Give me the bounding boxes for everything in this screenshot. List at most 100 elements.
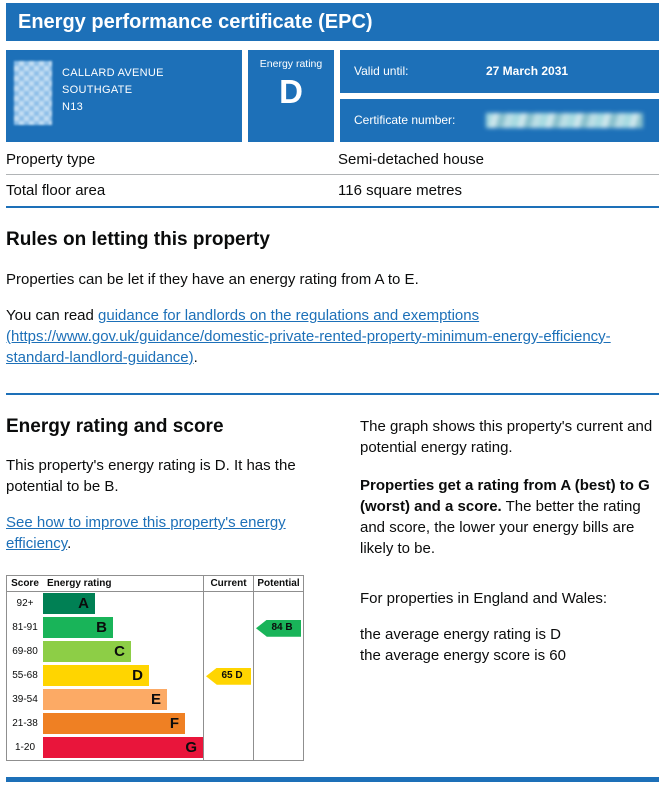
improve-link-paragraph: See how to improve this property's energ… bbox=[6, 512, 344, 554]
band-score-range: 55-68 bbox=[12, 670, 38, 682]
band-letter: E bbox=[150, 691, 161, 709]
landlord-guidance-link[interactable]: guidance for landlords on the regulation… bbox=[6, 306, 611, 366]
energy-rating-label: Energy rating bbox=[259, 58, 323, 70]
band-bar: E bbox=[43, 689, 167, 711]
band-score-range: 1-20 bbox=[14, 742, 35, 754]
energy-rating-summary: This property's energy rating is D. It h… bbox=[6, 457, 296, 496]
epc-band-row: 39-54 E bbox=[7, 688, 303, 713]
section-divider bbox=[6, 392, 659, 395]
energy-section-right-column: The graph shows this property's current … bbox=[360, 395, 659, 762]
col-header-score: Score bbox=[11, 577, 39, 589]
epc-chart-rows: 92+ A 81-91 B 84 B 69-80 C 55-68 D 65 D 39-54 E 21-3… bbox=[7, 592, 303, 761]
guidance-link-prefix: You can read bbox=[6, 306, 99, 324]
rules-intro: Properties can be let if they have an en… bbox=[6, 270, 419, 288]
epc-chart-header: Score Energy rating Current Potential bbox=[7, 576, 303, 593]
valid-until-date: 27 March 2031 bbox=[486, 64, 569, 79]
energy-section-left-column: Energy rating and score This property's … bbox=[6, 395, 360, 762]
energy-rating-box: Energy rating D bbox=[248, 50, 334, 142]
epc-chart: Score Energy rating Current Potential 92… bbox=[6, 575, 304, 762]
property-type-label: Property type bbox=[6, 150, 96, 168]
band-bar: A bbox=[43, 593, 95, 615]
potential-cell bbox=[253, 640, 303, 665]
band-letter: D bbox=[132, 667, 143, 685]
current-cell bbox=[203, 616, 253, 641]
epc-band-row: 81-91 B 84 B bbox=[7, 616, 303, 641]
energy-rating-section: Energy rating and score This property's … bbox=[6, 395, 659, 764]
band-bar-cell: A bbox=[43, 592, 203, 616]
guidance-link-suffix: . bbox=[193, 348, 198, 366]
current-cell bbox=[203, 592, 253, 617]
address-line-2: SOUTHGATE bbox=[62, 84, 133, 97]
potential-cell bbox=[253, 712, 303, 737]
address-line-1: CALLARD AVENUE bbox=[62, 67, 164, 79]
epc-band-row: 1-20 G bbox=[7, 736, 303, 761]
epc-band-row: 55-68 D 65 D bbox=[7, 664, 303, 689]
potential-cell bbox=[253, 736, 303, 761]
potential-cell bbox=[253, 664, 303, 689]
current-cell bbox=[203, 640, 253, 665]
certificate-number-label: Certificate number: bbox=[354, 113, 456, 128]
address-box: CALLARD AVENUE SOUTHGATE N13 bbox=[6, 50, 242, 142]
current-cell bbox=[203, 712, 253, 737]
col-header-potential: Potential bbox=[253, 576, 303, 592]
band-bar: F bbox=[43, 713, 185, 735]
band-score-range: 92+ bbox=[16, 598, 34, 610]
address-line-3: N13 bbox=[62, 101, 84, 114]
average-rating-text: the average energy rating is D bbox=[360, 625, 561, 643]
col-header-energy-rating: Energy rating bbox=[47, 577, 112, 589]
graph-intro-text: The graph shows this property's current … bbox=[360, 417, 653, 456]
epc-band-row: 21-38 F bbox=[7, 712, 303, 737]
page-title: Energy performance certificate (EPC) bbox=[18, 11, 373, 33]
page-header: Energy performance certificate (EPC) bbox=[6, 3, 659, 41]
current-rating-tag: 65 D bbox=[206, 667, 251, 685]
potential-rating-tag: 84 B bbox=[256, 619, 301, 637]
rating-explain-bold: Properties get a rating from A (best) to… bbox=[360, 476, 650, 515]
average-score-text: the average energy score is 60 bbox=[360, 646, 566, 664]
rating-explain-text: Properties get a rating from A (best) to… bbox=[360, 475, 659, 559]
band-bar-cell: D bbox=[43, 664, 203, 688]
current-cell: 65 D bbox=[203, 664, 253, 689]
floor-area-value: 116 square metres bbox=[338, 182, 462, 199]
map-thumbnail bbox=[14, 61, 52, 125]
band-bar-cell: C bbox=[43, 640, 203, 664]
valid-until-box: Valid until: 27 March 2031 bbox=[340, 50, 659, 93]
property-details-table: Property type Semi-detached house Total … bbox=[6, 144, 659, 206]
certificate-number-box: Certificate number: bbox=[340, 99, 659, 142]
table-row: Property type Semi-detached house bbox=[6, 144, 659, 175]
property-address: CALLARD AVENUE SOUTHGATE N13 bbox=[62, 59, 164, 133]
property-type-value: Semi-detached house bbox=[338, 150, 484, 168]
improve-efficiency-link[interactable]: See how to improve this property's energ… bbox=[6, 514, 286, 553]
band-letter: B bbox=[96, 619, 107, 637]
energy-rating-value: D bbox=[279, 72, 303, 110]
band-score-range: 21-38 bbox=[12, 718, 38, 730]
epc-band-row: 92+ A bbox=[7, 592, 303, 617]
improve-link-suffix: . bbox=[67, 535, 72, 553]
valid-until-label: Valid until: bbox=[354, 64, 409, 79]
potential-cell bbox=[253, 592, 303, 617]
current-cell bbox=[203, 688, 253, 713]
rules-section: Rules on letting this property Propertie… bbox=[6, 227, 659, 393]
epc-band-row: 69-80 C bbox=[7, 640, 303, 665]
band-bar: B bbox=[43, 617, 113, 639]
band-bar-cell: E bbox=[43, 688, 203, 712]
band-bar-cell: G bbox=[43, 736, 203, 760]
current-cell bbox=[203, 736, 253, 761]
table-row: Total floor area 116 square metres bbox=[6, 175, 659, 206]
energy-section-heading: Energy rating and score bbox=[6, 415, 224, 437]
rules-guidance-paragraph: You can read guidance for landlords on t… bbox=[6, 305, 659, 368]
averages-intro-text: For properties in England and Wales: bbox=[360, 589, 608, 607]
summary-row: CALLARD AVENUE SOUTHGATE N13 Energy rati… bbox=[6, 50, 659, 142]
rating-explain-rest: The better the rating and score, the low… bbox=[360, 497, 641, 557]
col-header-current: Current bbox=[203, 576, 253, 592]
band-score-range: 39-54 bbox=[12, 694, 38, 706]
potential-cell: 84 B bbox=[253, 616, 303, 641]
band-bar: C bbox=[43, 641, 131, 663]
band-bar-cell: F bbox=[43, 712, 203, 736]
section-divider bbox=[6, 206, 659, 208]
potential-cell bbox=[253, 688, 303, 713]
band-letter: A bbox=[78, 595, 89, 613]
band-letter: G bbox=[185, 739, 197, 757]
certificate-number-redacted bbox=[486, 113, 643, 128]
band-score-range: 81-91 bbox=[12, 622, 38, 634]
